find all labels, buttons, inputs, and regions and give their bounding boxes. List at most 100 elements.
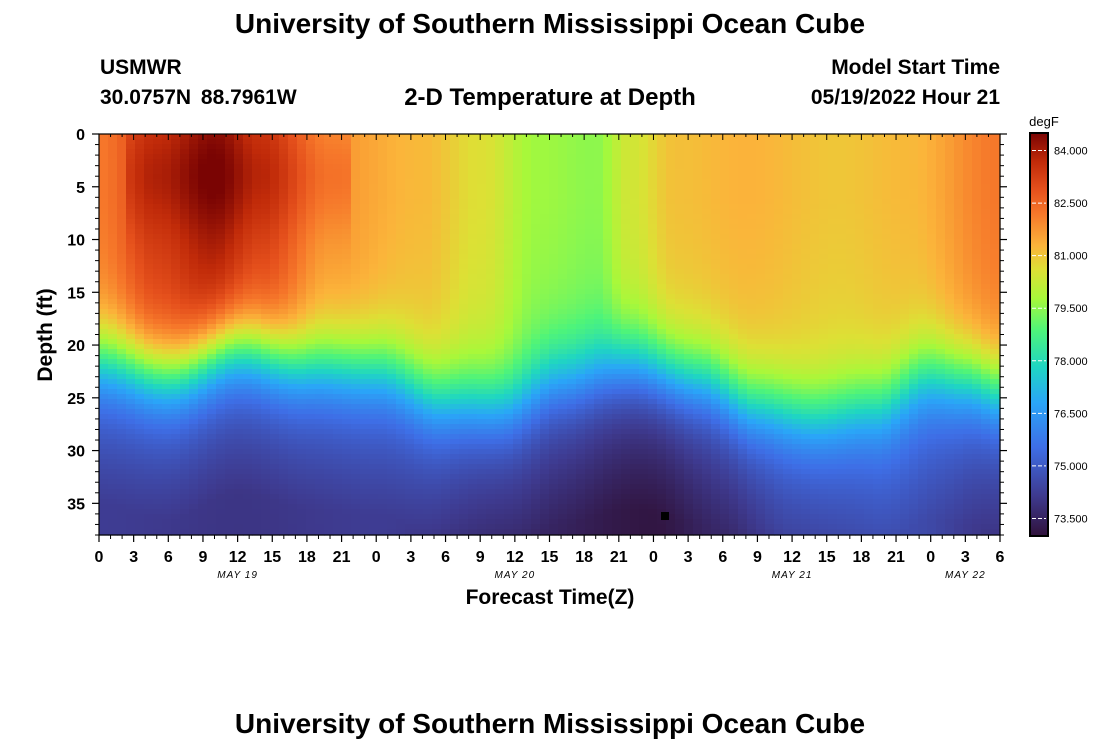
heatmap-cell	[927, 364, 937, 370]
heatmap-cell	[360, 189, 370, 195]
heatmap-cell	[603, 229, 613, 235]
heatmap-cell	[261, 369, 271, 375]
heatmap-cell	[144, 324, 154, 330]
heatmap-cell	[369, 239, 379, 245]
heatmap-cell	[819, 299, 829, 305]
heatmap-cell	[513, 214, 523, 220]
heatmap-cell	[657, 294, 667, 300]
heatmap-cell	[513, 254, 523, 260]
heatmap-cell	[207, 294, 217, 300]
heatmap-cell	[315, 189, 325, 195]
heatmap-cell	[243, 244, 253, 250]
heatmap-cell	[918, 234, 928, 240]
heatmap-cell	[774, 364, 784, 370]
heatmap-cell	[603, 169, 613, 175]
heatmap-cell	[297, 244, 307, 250]
heatmap-cell	[648, 364, 658, 370]
heatmap-cell	[576, 159, 586, 165]
heatmap-cell	[108, 254, 118, 260]
heatmap-cell	[927, 269, 937, 275]
heatmap-cell	[450, 194, 460, 200]
heatmap-cell	[171, 219, 181, 225]
heatmap-cell	[900, 219, 910, 225]
heatmap-cell	[864, 229, 874, 235]
heatmap-cell	[99, 149, 109, 155]
heatmap-cell	[801, 259, 811, 265]
heatmap-cell	[684, 229, 694, 235]
heatmap-cell	[396, 349, 406, 355]
heatmap-cell	[675, 194, 685, 200]
heatmap-cell	[198, 244, 208, 250]
heatmap-cell	[171, 144, 181, 150]
heatmap-cell	[198, 174, 208, 180]
heatmap-cell	[774, 144, 784, 150]
heatmap-cell	[873, 309, 883, 315]
heatmap-cell	[342, 354, 352, 360]
heatmap-cell	[432, 174, 442, 180]
heatmap-cell	[801, 334, 811, 340]
heatmap-cell	[792, 279, 802, 285]
heatmap-cell	[900, 324, 910, 330]
heatmap-cell	[513, 139, 523, 145]
heatmap-cell	[954, 369, 964, 375]
heatmap-cell	[468, 314, 478, 320]
heatmap-cell	[711, 369, 721, 375]
heatmap-cell	[630, 334, 640, 340]
heatmap-cell	[117, 359, 127, 365]
heatmap-cell	[144, 144, 154, 150]
heatmap-cell	[567, 279, 577, 285]
heatmap-cell	[819, 284, 829, 290]
heatmap-cell	[603, 219, 613, 225]
heatmap-cell	[819, 244, 829, 250]
heatmap-cell	[630, 189, 640, 195]
heatmap-cell	[261, 249, 271, 255]
heatmap-cell	[180, 254, 190, 260]
heatmap-cell	[414, 134, 424, 140]
heatmap-cell	[504, 159, 514, 165]
heatmap-cell	[450, 149, 460, 155]
heatmap-cell	[891, 334, 901, 340]
heatmap-cell	[594, 349, 604, 355]
heatmap-cell	[576, 329, 586, 335]
heatmap-cell	[945, 274, 955, 280]
heatmap-cell	[99, 134, 109, 140]
heatmap-cell	[963, 139, 973, 145]
heatmap-cell	[684, 319, 694, 325]
heatmap-cell	[405, 189, 415, 195]
heatmap-cell	[450, 339, 460, 345]
heatmap-cell	[531, 294, 541, 300]
heatmap-cell	[891, 369, 901, 375]
heatmap-cell	[702, 154, 712, 160]
heatmap-cell	[585, 189, 595, 195]
heatmap-cell	[657, 324, 667, 330]
heatmap-cell	[171, 329, 181, 335]
heatmap-cell	[189, 314, 199, 320]
heatmap-cell	[756, 369, 766, 375]
heatmap-cell	[603, 184, 613, 190]
heatmap-cell	[351, 314, 361, 320]
heatmap-cell	[135, 254, 145, 260]
heatmap-cell	[549, 199, 559, 205]
heatmap-cell	[918, 264, 928, 270]
heatmap-cell	[405, 329, 415, 335]
heatmap-cell	[612, 154, 622, 160]
heatmap-cell	[693, 229, 703, 235]
heatmap-cell	[684, 284, 694, 290]
heatmap-cell	[693, 249, 703, 255]
heatmap-cell	[234, 359, 244, 365]
heatmap-cell	[162, 264, 172, 270]
heatmap-cell	[567, 144, 577, 150]
heatmap-cell	[522, 259, 532, 265]
heatmap-cell	[135, 319, 145, 325]
heatmap-cell	[288, 369, 298, 375]
heatmap-cell	[414, 364, 424, 370]
heatmap-cell	[918, 159, 928, 165]
heatmap-cell	[441, 304, 451, 310]
heatmap-cell	[477, 199, 487, 205]
heatmap-cell	[765, 279, 775, 285]
heatmap-cell	[333, 199, 343, 205]
heatmap-cell	[405, 349, 415, 355]
heatmap-cell	[855, 199, 865, 205]
heatmap-cell	[990, 349, 1000, 355]
heatmap-cell	[693, 234, 703, 240]
